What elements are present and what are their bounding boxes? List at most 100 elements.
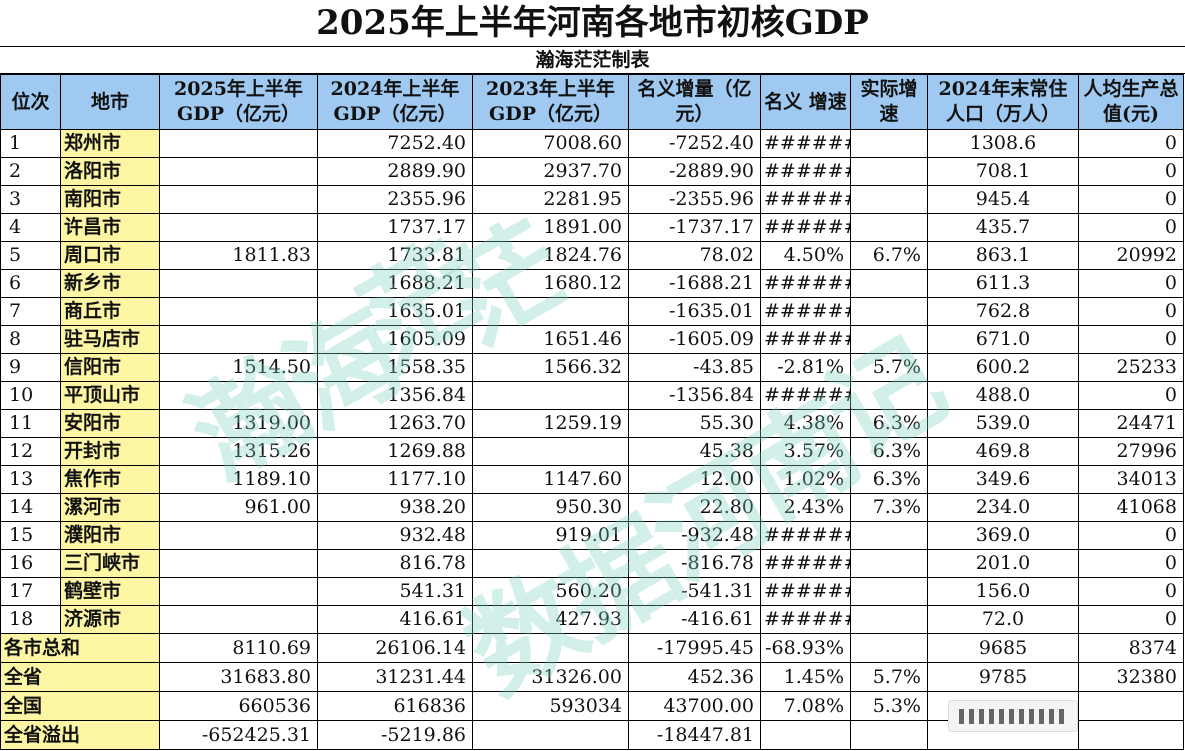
summary-label: 全省 xyxy=(0,662,160,692)
cell-population: 435.7 xyxy=(927,213,1079,242)
cell-real-growth xyxy=(850,297,928,326)
cell-rank: 1 xyxy=(0,129,61,158)
cell-nominal-growth: ####### xyxy=(760,157,851,186)
page-title: 2025年上半年河南各地市初核GDP xyxy=(0,0,1185,47)
cell-nominal-growth: -68.93% xyxy=(760,633,851,663)
cell-nominal-growth: 1.45% xyxy=(760,662,851,692)
cell-gdp-2023: 950.30 xyxy=(472,493,629,522)
cell-gdp-2025 xyxy=(159,269,318,298)
cell-nominal-growth: ####### xyxy=(760,549,851,578)
cell-population: 349.6 xyxy=(927,465,1079,494)
cell-city: 鹤壁市 xyxy=(60,577,160,606)
header-city: 地市 xyxy=(60,74,160,130)
cell-nominal-growth xyxy=(760,720,851,750)
cell-gdp-2023: 560.20 xyxy=(472,577,629,606)
cell-nominal-increase: -7252.40 xyxy=(628,129,761,158)
cell-per-capita: 0 xyxy=(1078,185,1184,214)
cell-real-growth xyxy=(850,157,928,186)
cell-gdp-2024: 2889.90 xyxy=(317,157,473,186)
cell-rank: 4 xyxy=(0,213,61,242)
header-gdp-2024: 2024年上半年GDP（亿元） xyxy=(317,74,473,130)
barcode-logo-icon xyxy=(948,700,1078,732)
cell-nominal-growth: 2.43% xyxy=(760,493,851,522)
cell-gdp-2024: 1177.10 xyxy=(317,465,473,494)
cell-city: 济源市 xyxy=(60,605,160,634)
cell-gdp-2024: 31231.44 xyxy=(317,662,473,692)
cell-city: 三门峡市 xyxy=(60,549,160,578)
cell-real-growth xyxy=(850,521,928,550)
header-nominal-growth: 名义 增速 xyxy=(760,74,851,130)
cell-gdp-2024: 1635.01 xyxy=(317,297,473,326)
cell-per-capita: 0 xyxy=(1078,381,1184,410)
cell-gdp-2025: 660536 xyxy=(159,691,318,721)
cell-population: 72.0 xyxy=(927,605,1079,634)
cell-gdp-2023 xyxy=(472,381,629,410)
cell-real-growth: 5.3% xyxy=(850,691,928,721)
summary-label: 各市总和 xyxy=(0,633,160,663)
cell-real-growth xyxy=(850,549,928,578)
cell-rank: 13 xyxy=(0,465,61,494)
cell-gdp-2024: 416.61 xyxy=(317,605,473,634)
cell-real-growth: 6.7% xyxy=(850,241,928,270)
cell-real-growth xyxy=(850,605,928,634)
cell-nominal-growth: 3.57% xyxy=(760,437,851,466)
cell-real-growth xyxy=(850,185,928,214)
cell-per-capita xyxy=(1078,720,1184,750)
cell-population: 600.2 xyxy=(927,353,1079,382)
cell-nominal-growth: ####### xyxy=(760,381,851,410)
cell-nominal-increase: 55.30 xyxy=(628,409,761,438)
table-row: 5 周口市 1811.83 1733.81 1824.76 78.02 4.50% 6.7% 8… xyxy=(0,241,1184,270)
cell-city: 平顶山市 xyxy=(60,381,160,410)
cell-gdp-2025 xyxy=(159,605,318,634)
cell-nominal-growth: -2.81% xyxy=(760,353,851,382)
cell-city: 信阳市 xyxy=(60,353,160,382)
cell-rank: 7 xyxy=(0,297,61,326)
cell-population: 708.1 xyxy=(927,157,1079,186)
cell-gdp-2025: -652425.31 xyxy=(159,720,318,750)
cell-gdp-2025: 1514.50 xyxy=(159,353,318,382)
summary-row: 各市总和 8110.69 26106.14 -17995.45 -68.93% 9685 8… xyxy=(0,633,1184,663)
cell-gdp-2025: 1319.00 xyxy=(159,409,318,438)
cell-rank: 17 xyxy=(0,577,61,606)
cell-real-growth: 6.3% xyxy=(850,437,928,466)
cell-gdp-2024: 932.48 xyxy=(317,521,473,550)
cell-per-capita: 27996 xyxy=(1078,437,1184,466)
cell-gdp-2025: 1811.83 xyxy=(159,241,318,270)
cell-population: 863.1 xyxy=(927,241,1079,270)
table-subtitle: 瀚海茫茫制表 xyxy=(0,47,1185,74)
cell-nominal-increase: -541.31 xyxy=(628,577,761,606)
cell-population: 201.0 xyxy=(927,549,1079,578)
summary-row: 全省溢出 -652425.31 -5219.86 -18447.81 xyxy=(0,720,1184,750)
cell-per-capita: 24471 xyxy=(1078,409,1184,438)
cell-gdp-2023 xyxy=(472,549,629,578)
cell-gdp-2024: 1733.81 xyxy=(317,241,473,270)
cell-nominal-growth: ####### xyxy=(760,185,851,214)
cell-per-capita: 0 xyxy=(1078,605,1184,634)
table-row: 12 开封市 1315.26 1269.88 45.38 3.57% 6.3% 469.8 27… xyxy=(0,437,1184,466)
cell-population: 1308.6 xyxy=(927,129,1079,158)
cell-rank: 8 xyxy=(0,325,61,354)
cell-per-capita: 20992 xyxy=(1078,241,1184,270)
cell-nominal-growth: ####### xyxy=(760,577,851,606)
cell-real-growth xyxy=(850,325,928,354)
cell-rank: 16 xyxy=(0,549,61,578)
cell-gdp-2025 xyxy=(159,325,318,354)
cell-gdp-2025 xyxy=(159,213,318,242)
cell-gdp-2025: 8110.69 xyxy=(159,633,318,663)
cell-population: 156.0 xyxy=(927,577,1079,606)
cell-nominal-growth: ####### xyxy=(760,521,851,550)
header-per-capita: 人均生产总值(元) xyxy=(1078,74,1184,130)
cell-gdp-2025 xyxy=(159,157,318,186)
table-row: 9 信阳市 1514.50 1558.35 1566.32 -43.85 -2.81% 5.7… xyxy=(0,353,1184,382)
cell-gdp-2023: 7008.60 xyxy=(472,129,629,158)
cell-population: 234.0 xyxy=(927,493,1079,522)
cell-gdp-2024: 1737.17 xyxy=(317,213,473,242)
cell-gdp-2024: 2355.96 xyxy=(317,185,473,214)
cell-gdp-2023 xyxy=(472,297,629,326)
cell-gdp-2025: 1189.10 xyxy=(159,465,318,494)
cell-nominal-increase: -1356.84 xyxy=(628,381,761,410)
cell-per-capita: 25233 xyxy=(1078,353,1184,382)
